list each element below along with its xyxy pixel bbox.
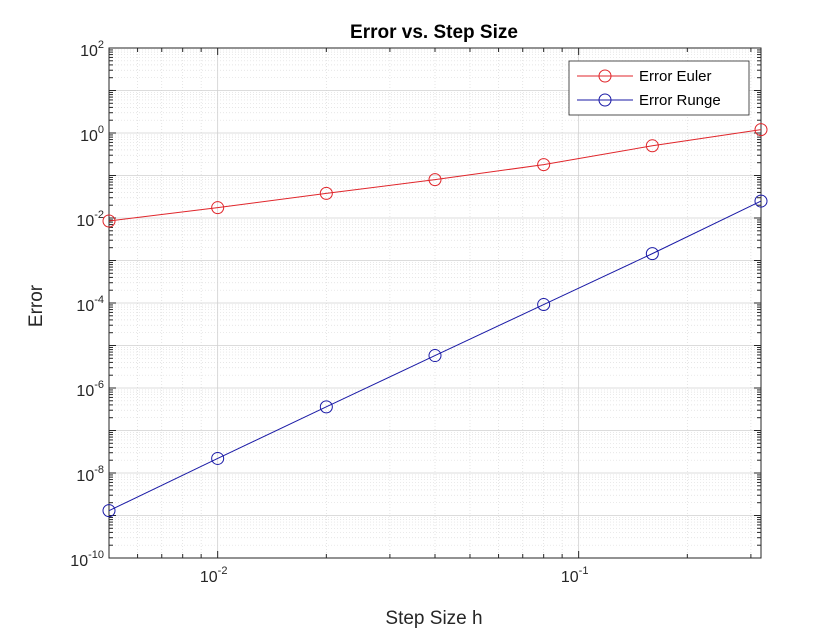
data-point (319, 400, 333, 414)
data-point (102, 214, 116, 228)
chart-title: Error vs. Step Size (350, 22, 518, 43)
data-point (537, 298, 551, 312)
data-point (428, 173, 442, 187)
legend-box (568, 60, 750, 116)
y-tick-label: 10-4 (76, 294, 104, 315)
series-line (108, 129, 762, 222)
y-tick-label: 100 (80, 124, 104, 145)
data-point (211, 451, 225, 465)
data-point (754, 194, 768, 208)
legend-label: Error Euler (639, 68, 712, 85)
series-error-runge (102, 194, 768, 518)
legend-marker (598, 93, 612, 107)
y-tick-label: 10-10 (70, 549, 104, 570)
data-point (537, 158, 551, 172)
x-axis-label: Step Size h (385, 608, 482, 629)
y-tick-label: 10-6 (76, 379, 104, 400)
y-tick-label: 10-8 (76, 464, 104, 485)
data-point (102, 504, 116, 518)
y-tick-label: 102 (80, 39, 104, 60)
data-point (645, 247, 659, 261)
series-error-euler (102, 123, 768, 228)
y-tick-label: 10-2 (76, 209, 104, 230)
legend: Error Euler Error Runge (568, 60, 750, 116)
data-point (211, 201, 225, 215)
y-axis-label: Error (26, 284, 47, 327)
data-point (428, 349, 442, 363)
data-point (645, 139, 659, 153)
legend-label: Error Runge (639, 92, 721, 109)
data-point (319, 186, 333, 200)
x-tick-label: 10-1 (561, 565, 589, 586)
x-tick-label: 10-2 (200, 565, 228, 586)
legend-marker (598, 69, 612, 83)
tick-marks (108, 47, 761, 559)
plot-area: 10-2 10-1 102 100 10-2 10-4 10-6 10-8 10-10 Error… (70, 39, 768, 586)
data-point (754, 123, 768, 137)
series-line (108, 200, 762, 512)
